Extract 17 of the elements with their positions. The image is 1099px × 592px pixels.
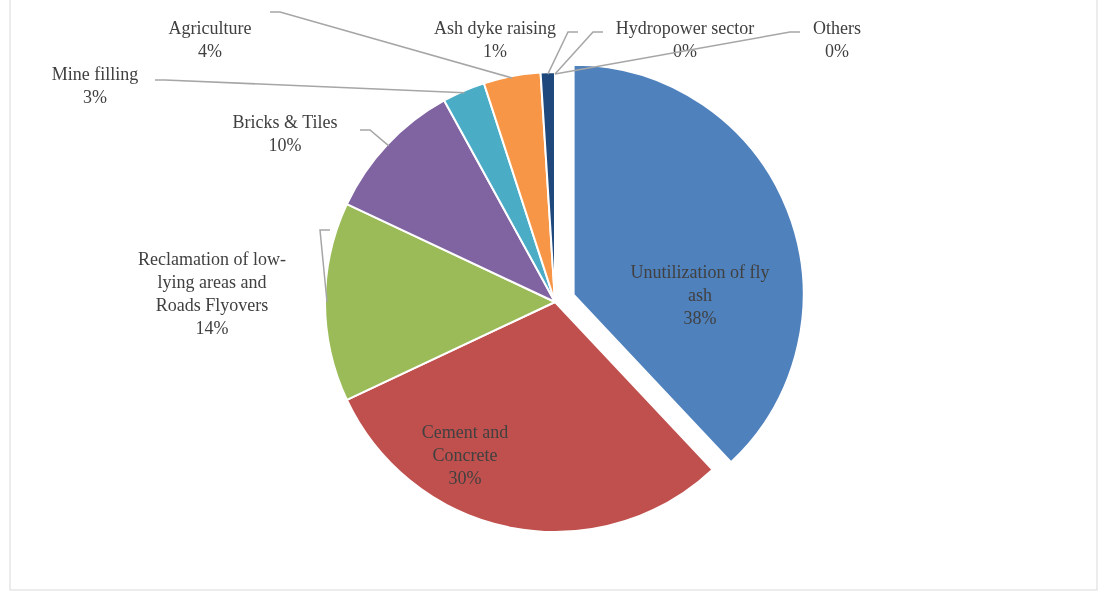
slice-label: Bricks & Tiles — [232, 112, 338, 132]
data-label: 3% — [83, 87, 107, 107]
data-label: 38% — [683, 308, 717, 328]
data-label: 1% — [483, 41, 507, 61]
text: 0% — [825, 41, 849, 61]
data-label: 14% — [195, 318, 229, 338]
slice-label: Cement and Concrete — [421, 422, 509, 465]
category-label: Others — [813, 18, 861, 38]
slice-label: Unutilization of fly ash — [630, 262, 770, 305]
slice-label: Agriculture — [168, 18, 252, 38]
category-label: Hydropower sector — [615, 18, 755, 38]
data-label: 4% — [198, 41, 222, 61]
slice-label: Reclamation of low-lying areas and Roads Flyovers — [138, 249, 286, 315]
slice-label: Mine filling — [51, 64, 139, 84]
data-label: 30% — [448, 468, 482, 488]
slice-label: Ash dyke raising — [434, 18, 556, 38]
data-label: 10% — [268, 135, 302, 155]
